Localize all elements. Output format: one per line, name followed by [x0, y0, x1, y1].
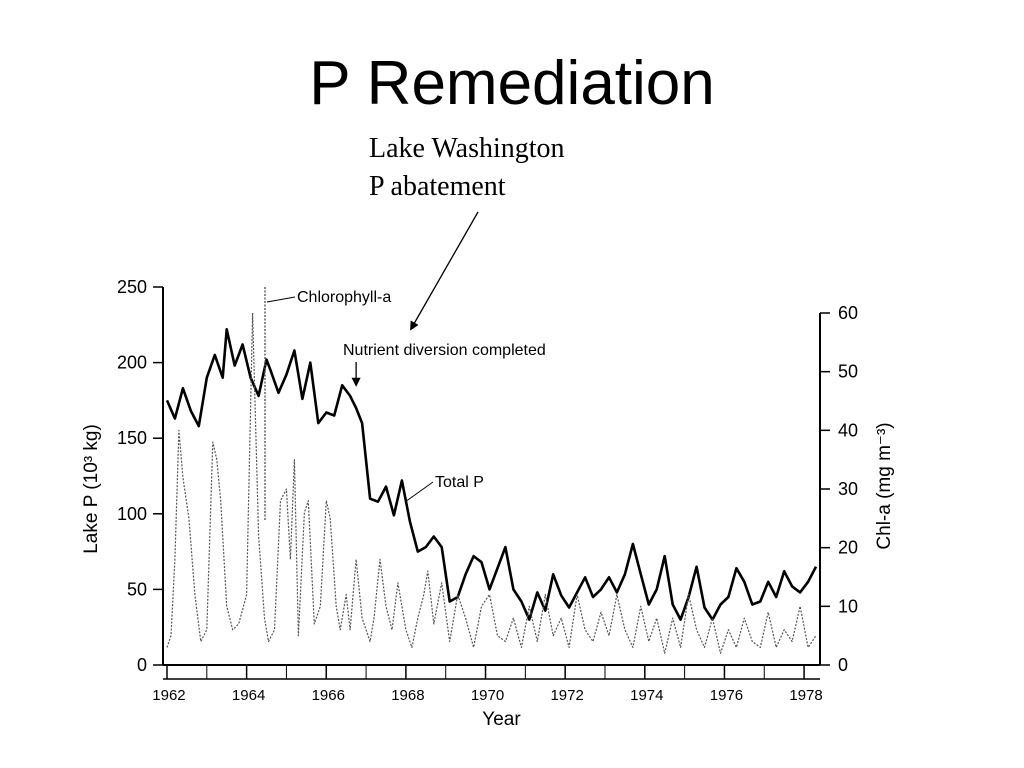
x-tick-label: 1974	[630, 687, 663, 704]
nutrient-diversion-label: Nutrient diversion completed	[343, 342, 546, 359]
annotation-line-1: Lake Washington	[369, 133, 565, 164]
left-axis-label: Lake P (10³ kg)	[81, 424, 102, 554]
x-tick-label: 1962	[152, 687, 185, 704]
x-tick-label: 1966	[312, 687, 345, 704]
axes	[153, 286, 830, 680]
chlorophyll-label: Chlorophyll-a	[297, 289, 391, 306]
annotation-text: Lake Washington P abatement	[369, 130, 565, 206]
left-tick-label: 100	[117, 504, 147, 524]
left-tick-label: 50	[127, 579, 147, 599]
x-tick-label: 1968	[391, 687, 424, 704]
left-tick-label: 150	[117, 428, 147, 448]
right-axis-label: Chl-a (mg m⁻³)	[874, 422, 895, 549]
x-tick-label: 1970	[471, 687, 504, 704]
total-p-label: Total P	[435, 474, 484, 491]
total-p-leader-line	[404, 481, 434, 503]
series-layer	[165, 287, 818, 654]
x-tick-label: 1972	[550, 687, 583, 704]
p-abatement-arrow	[410, 211, 479, 331]
total-p-series-line	[165, 327, 818, 621]
right-tick-label: 10	[838, 596, 858, 616]
labels-layer: 0 50 100 150 200 250 0 10 20 30 40 50 60 1962 1964 1966…	[81, 211, 895, 730]
left-tick-label: 200	[117, 353, 147, 373]
right-tick-label: 40	[838, 420, 858, 440]
right-tick-label: 0	[838, 655, 848, 675]
x-axis-label: Year	[482, 709, 521, 730]
left-tick-label: 250	[117, 277, 147, 297]
slide-title: P Remediation	[309, 49, 715, 118]
chlorophyll-leader-line	[266, 296, 296, 303]
right-tick-label: 60	[838, 303, 858, 323]
x-tick-label: 1976	[710, 687, 743, 704]
annotation-line-2: P abatement	[369, 171, 506, 202]
right-tick-label: 20	[838, 538, 858, 558]
x-tick-label: 1964	[232, 687, 265, 704]
right-tick-label: 50	[838, 362, 858, 382]
right-tick-label: 30	[838, 479, 858, 499]
x-tick-label: 1978	[789, 687, 822, 704]
left-tick-label: 0	[137, 655, 147, 675]
